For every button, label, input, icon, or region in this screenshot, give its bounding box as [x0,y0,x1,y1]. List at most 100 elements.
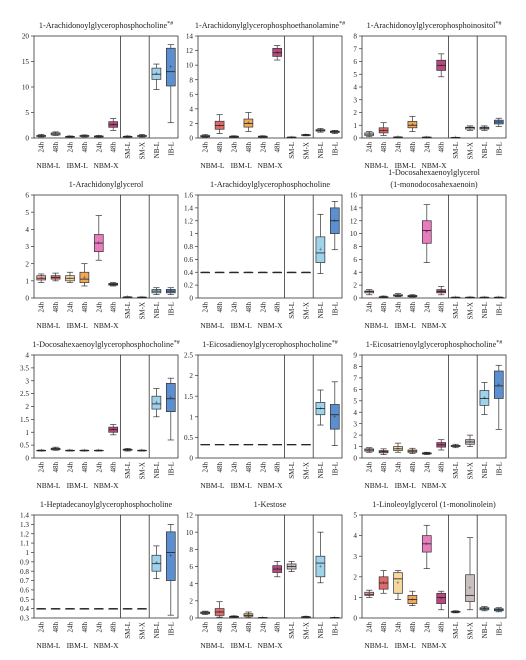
y-tick-label: 0.5 [20,442,29,450]
y-tick-label: 1 [353,594,357,602]
y-tick-label: 1.4 [184,204,193,212]
y-tick-label: 1.1 [20,540,29,548]
box-mean-marker: + [497,608,501,614]
box-iqr [315,555,326,578]
y-tick-label: 0 [353,455,357,463]
chart-title-superscript: *# [332,340,338,346]
x-tick-label: 24h [259,142,267,153]
y-tick-label: 8 [189,76,193,84]
chart-title: 1-Arachidonylglycerophosphoethanolamine*… [195,21,345,30]
y-tick-label: 14 [186,33,194,41]
box-mean-marker: + [155,289,159,295]
box-mean-marker: + [368,448,372,454]
x-tick-label: 48h [216,622,224,633]
x-tick-label: SM-L [452,622,460,639]
x-tick-label: SM-L [452,462,460,479]
group-label: NBM-X [257,481,283,490]
chart-title: 1-Docosahexaenoylglycerophosphocholine*# [32,340,179,349]
y-tick-label: 4 [353,269,357,277]
box-mean-marker: + [54,447,58,453]
chart-title-superscript: *# [339,21,345,27]
x-tick-label: SM-L [452,142,460,159]
box-iqr [36,275,47,281]
chart-panel: 1-Arachidonoylglycerophosphocholine*# 0 5 1… [22,21,179,170]
x-tick-label: SM-X [467,142,475,160]
x-tick-label: IB-L [331,462,339,476]
box-iqr [329,404,340,430]
y-tick-label: 3 [353,420,357,428]
box-mean-marker: + [204,611,208,617]
y-tick-label: 2.5 [20,390,29,398]
box-mean-marker: + [440,596,444,602]
x-tick-label: SM-L [288,302,296,319]
y-tick-label: 5 [353,512,357,520]
x-tick-label: 24h [366,622,374,633]
box-mean-marker: + [483,607,487,613]
y-tick-label: 8 [353,243,357,251]
box-mean-marker: + [83,275,87,281]
group-label: NBM-L [36,321,61,330]
x-tick-label: 48h [380,142,388,153]
chart-title: 1-Eicosadienoylglycerophosphocholine*# [202,340,338,349]
box-mean-marker: + [276,50,280,56]
y-tick-label: 1.5 [184,393,193,401]
x-tick-label: 24h [67,142,75,153]
box-mean-marker: + [396,293,400,299]
box-mean-marker: + [468,295,472,301]
x-tick-label: SM-L [124,302,132,319]
box-mean-marker: + [126,448,130,454]
y-tick-label: 2 [353,109,357,117]
x-tick-label: 24h [38,462,46,473]
x-tick-label: SM-X [303,462,311,480]
x-tick-label: NB-L [153,142,161,158]
group-label: NBM-X [421,481,447,490]
box-mean-marker: + [368,592,372,598]
box-mean-marker: + [368,132,372,138]
box-mean-marker: + [83,134,87,140]
x-tick-label: 48h [274,462,282,473]
y-tick-label: 10 [22,84,30,92]
box-mean-marker: + [155,561,159,567]
x-tick-label: 48h [52,462,60,473]
x-tick-label: IB-L [495,462,503,476]
chart-title-superscript: *# [496,340,502,346]
box-mean-marker: + [468,586,472,592]
y-tick-label: 1.2 [184,217,193,225]
y-tick-label: 0 [25,135,29,143]
x-tick-label: SM-X [139,302,147,320]
box-mean-marker: + [218,610,222,616]
group-label: IBM-L [231,481,253,490]
x-tick-label: 48h [216,462,224,473]
group-label: NBM-L [200,321,225,330]
x-tick-label: 48h [110,462,118,473]
x-tick-label: NB-L [481,142,489,158]
x-tick-label: 48h [438,142,446,153]
x-tick-label: 24h [423,462,431,473]
box-mean-marker: + [68,449,72,455]
group-label: NBM-L [200,641,225,650]
y-tick-label: 1 [353,122,357,130]
box-mean-marker: + [454,295,458,301]
y-tick-label: 1.2 [20,530,29,538]
y-tick-label: 1 [189,413,193,421]
box-mean-marker: + [497,383,501,389]
x-tick-label: 48h [409,302,417,313]
x-tick-label: 48h [438,462,446,473]
chart-panel: 1-Eicosadienoylglycerophosphocholine*# 0 0… [184,340,343,490]
plot-frame [197,35,343,139]
chart-title: 1-Docosahexaenoylglycerol [388,168,481,177]
box-mean-marker: + [382,128,386,134]
y-tick-label: 2 [353,282,357,290]
group-label: NBM-X [421,161,447,170]
chart-title-superscript: *# [495,21,501,27]
x-tick-label: 48h [274,302,282,313]
group-label: NBM-X [421,641,447,650]
box-mean-marker: + [333,130,337,136]
chart-title: 1-Kestose [254,500,287,509]
x-tick-label: SM-X [467,462,475,480]
x-tick-label: 24h [67,622,75,633]
y-tick-label: 4 [25,226,29,234]
box-mean-marker: + [396,581,400,587]
y-tick-label: 4 [25,352,29,360]
